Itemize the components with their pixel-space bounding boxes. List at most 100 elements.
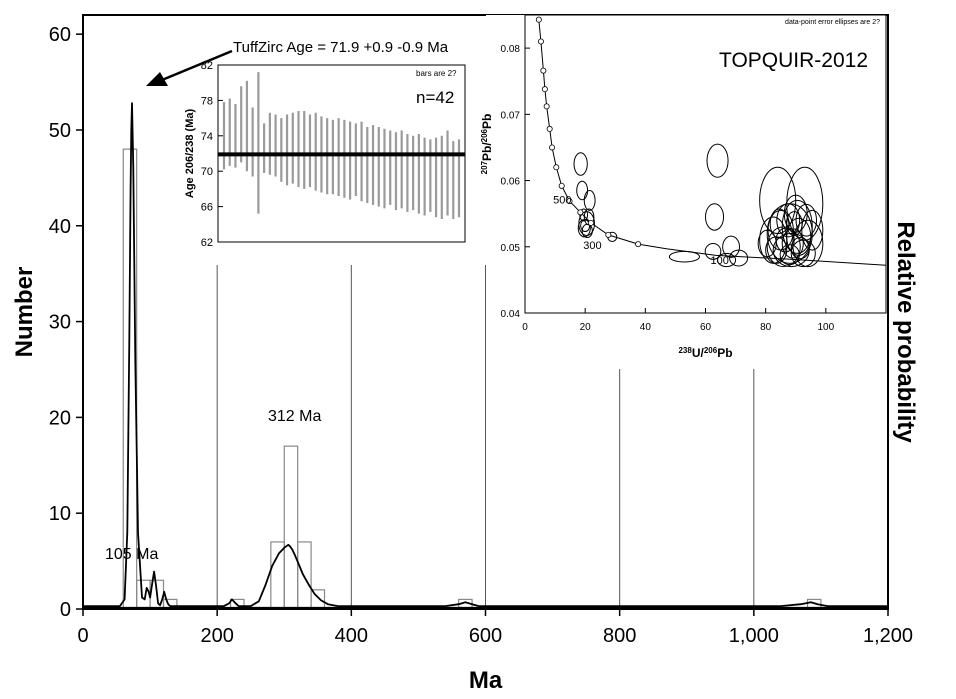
inset2-y-label-part: 206 (480, 128, 489, 142)
concordia-age-marker (546, 125, 553, 132)
error-ellipse (776, 203, 801, 238)
concordia-age-marker (553, 164, 560, 171)
probability-curve (83, 102, 888, 607)
y-tick-label: 50 (49, 120, 71, 142)
inset2-x-label-part: U/ (692, 346, 705, 360)
inset2-x-tick-label: 40 (640, 322, 652, 333)
error-ellipse (717, 252, 737, 268)
inset2-x-label-part: 238 (678, 346, 692, 355)
error-ellipse (792, 219, 824, 268)
inset2-x-tick-label: 0 (522, 322, 528, 333)
arrow-head (146, 72, 168, 86)
inset2-x-tick-label: 80 (760, 322, 772, 333)
concordia-age-marker (541, 86, 548, 93)
concordia-curve (538, 19, 886, 266)
error-ellipse (801, 209, 824, 251)
error-ellipse (583, 189, 596, 211)
inset1-y-label: Age 206/238 (Ma) (184, 109, 196, 199)
x-tick-label: 200 (200, 625, 233, 647)
inset2-y-tick-label: 0.06 (501, 177, 521, 188)
histogram-bar (136, 579, 151, 610)
inset2-y-tick-label: 0.05 (501, 243, 521, 254)
histogram-bar (270, 541, 285, 610)
concordia-age-marker (558, 182, 565, 189)
error-ellipse (573, 152, 588, 176)
concordia-age-marker (540, 67, 547, 74)
annotation-312: 312 Ma (268, 408, 321, 425)
x-tick-label: 1,200 (863, 625, 913, 647)
error-ellipse (781, 228, 804, 259)
error-ellipse (706, 143, 729, 178)
x-tick-label: 400 (335, 625, 368, 647)
inset2-x-label: 238U/206Pb (678, 346, 732, 361)
inset2-x-tick-label: 100 (817, 322, 834, 333)
inset1-y-tick-label: 78 (201, 95, 213, 107)
concordia-age-marker (566, 198, 573, 205)
inset1-y-tick-label: 82 (201, 60, 213, 72)
x-tick-label: 800 (603, 625, 636, 647)
y-tick-label: 60 (49, 24, 71, 46)
inset1-y-tick-label: 66 (201, 202, 213, 214)
concordia-age-marker (543, 103, 550, 110)
arrow-shaft (161, 49, 233, 82)
concordia-age-marker (635, 241, 642, 248)
x-tick-label: 1,000 (729, 625, 779, 647)
error-ellipse (790, 237, 810, 260)
inset1-n-label: n=42 (416, 88, 454, 107)
x-axis-label: Ma (469, 667, 503, 694)
concordia-age-marker (577, 209, 584, 216)
x-tick-label: 600 (469, 625, 502, 647)
y-tick-label: 20 (49, 407, 71, 429)
inset2-plot-area (535, 16, 886, 268)
y-tick-label: 0 (60, 599, 71, 621)
inset2-y-tick-label: 0.08 (501, 44, 521, 55)
inset1-y-tick-label: 74 (201, 131, 213, 143)
y-tick-label: 40 (49, 216, 71, 238)
concordia-age-label: 500 (553, 195, 571, 207)
error-ellipse (757, 229, 777, 258)
error-ellipse (576, 180, 589, 201)
inset1-y-tick-label: 62 (201, 237, 213, 249)
error-ellipse (766, 226, 801, 268)
inset2-note: data-point error ellipses are 2? (785, 19, 880, 26)
x-tick-label: 0 (77, 625, 88, 647)
inset2-title: TOPQUIR-2012 (719, 49, 868, 72)
inset2-y-tick-label: 0.04 (501, 309, 521, 320)
error-ellipse (795, 203, 818, 237)
y2-axis-label: Relative probability (892, 221, 919, 443)
concordia-age-marker (549, 144, 556, 151)
error-ellipse (705, 203, 725, 231)
inset2-y-tick-label: 0.07 (501, 110, 521, 121)
y-tick-label: 30 (49, 312, 71, 334)
inset2-background (486, 15, 886, 369)
concordia-age-label: 300 (583, 240, 601, 252)
annotation-105: 105 Ma (105, 546, 158, 563)
concordia-age-marker (605, 231, 612, 238)
inset2-x-tick-label: 60 (700, 322, 712, 333)
error-ellipse (668, 250, 700, 263)
error-ellipse (785, 211, 803, 237)
histogram-bar (283, 445, 299, 610)
concordia-inset-chart: 0 20 40 60 80 100 0.04 0.05 0.06 0.07 0.08 500 300 10… (480, 14, 887, 369)
error-ellipse (704, 242, 722, 260)
error-ellipse (722, 235, 740, 258)
concordia-age-marker (537, 38, 544, 45)
error-ellipse (769, 208, 789, 239)
inset2-x-label-part: Pb (717, 346, 732, 360)
weighted-age-inset-chart: 62 66 70 74 78 82 Age 206/238 (Ma) bars are 2? n… (184, 60, 466, 249)
inset1-note: bars are 2? (416, 69, 457, 78)
concordia-age-label: 100 (710, 255, 728, 267)
inset2-y-label-part: Pb/ (480, 142, 494, 161)
inset2-y-label-part: Pb (480, 114, 494, 129)
inset2-y-label: 207Pb/206Pb (480, 114, 495, 175)
error-ellipse (779, 244, 800, 266)
y-tick-label: 10 (49, 503, 71, 525)
error-ellipse (783, 194, 808, 233)
y-axis-label: Number (11, 267, 38, 358)
concordia-age-marker (535, 16, 542, 23)
tuffzirc-age-label: TuffZirc Age = 71.9 +0.9 -0.9 Ma (233, 39, 449, 56)
concordia-age-marker (587, 219, 594, 226)
inset1-y-tick-label: 70 (201, 166, 213, 178)
